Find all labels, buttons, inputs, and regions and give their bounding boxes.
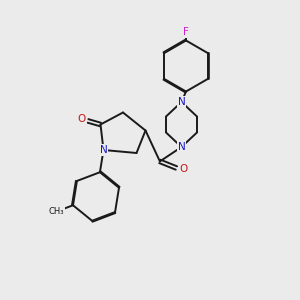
Text: CH₃: CH₃ [48,207,64,216]
Text: F: F [183,27,189,37]
Text: O: O [78,113,86,124]
Text: N: N [178,97,185,107]
Text: O: O [179,164,187,174]
Text: N: N [178,142,185,152]
Text: N: N [100,145,107,155]
